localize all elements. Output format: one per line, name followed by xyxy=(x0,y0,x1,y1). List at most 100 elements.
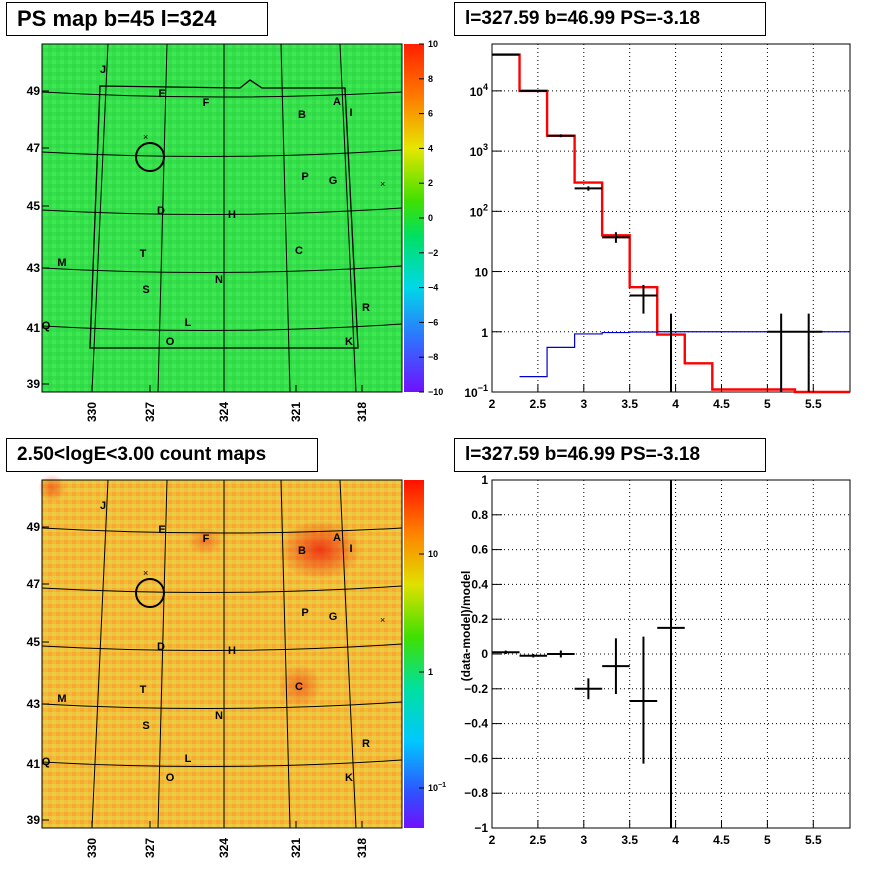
count-map-hotspot-corner xyxy=(38,474,66,502)
x-tick-label: 2.5 xyxy=(530,833,547,847)
count-map-x-ticks: 330 327 324 321 318 xyxy=(85,821,369,858)
count-map-hotspot-f xyxy=(187,527,223,555)
spectrum-data-point xyxy=(574,186,603,191)
x-tick-label: 2.5 xyxy=(530,397,547,411)
y-tick-label: 0.4 xyxy=(471,577,488,591)
source-label-e: E xyxy=(158,88,165,100)
x-tick-label: 5.5 xyxy=(805,397,822,411)
count-map-grid xyxy=(41,479,403,829)
colorbar-tick-label: 8 xyxy=(428,74,433,84)
source-label-t: T xyxy=(140,684,147,696)
source-label-s: S xyxy=(142,720,149,732)
x-tick-label: 3 xyxy=(580,397,587,411)
spectrum-x-ticks: 2 2.5 3 3.5 4 4.5 5 5.5 xyxy=(489,384,822,411)
colorbar-tick-label: −2 xyxy=(428,248,438,258)
source-label-g: G xyxy=(329,175,338,187)
spectrum-data-point xyxy=(767,313,795,392)
x-tick-label: 330 xyxy=(85,838,99,858)
x-tick-label: 327 xyxy=(143,838,157,858)
residual-x-ticks: 2 2.5 3 3.5 4 4.5 5 5.5 xyxy=(489,820,822,847)
y-tick-label: 39 xyxy=(27,813,41,827)
ps-map-marker-x2: × xyxy=(380,179,385,189)
y-tick-label: 49 xyxy=(27,84,41,98)
source-label-n: N xyxy=(215,710,223,722)
residual-data-point xyxy=(574,678,603,700)
colorbar-tick-label: 10−1 xyxy=(428,782,446,793)
y-tick-label: 45 xyxy=(27,635,41,649)
colorbar-tick-label: 6 xyxy=(428,109,433,119)
x-tick-label: 324 xyxy=(217,838,231,858)
source-label-h: H xyxy=(228,645,236,657)
y-tick-label: 45 xyxy=(27,199,41,213)
y-tick-label: 43 xyxy=(27,261,41,275)
x-tick-label: 2 xyxy=(489,397,496,411)
source-label-s: S xyxy=(142,284,149,296)
residual-panel: 2 2.5 3 3.5 4 4.5 5 5.5 1 0.8 0.6 0.4 0.2 0 −0.2 −0.4 −… xyxy=(448,436,896,872)
source-label-b: B xyxy=(298,545,306,557)
colorbar-tick-label: 10 xyxy=(428,39,438,49)
y-tick-label: −0.4 xyxy=(464,717,488,731)
x-tick-label: 4.5 xyxy=(713,397,730,411)
source-label-r: R xyxy=(362,302,370,314)
residual-y-axis-label: (data-model)/model xyxy=(459,571,473,682)
y-tick-label: 1 xyxy=(481,326,488,340)
source-label-p: P xyxy=(301,607,308,619)
source-label-m: M xyxy=(57,257,66,269)
spectrum-title: l=327.59 b=46.99 PS=-3.18 xyxy=(454,2,766,36)
spectrum-data-point xyxy=(629,284,658,314)
spectrum-series xyxy=(492,53,850,394)
x-tick-label: 5 xyxy=(764,397,771,411)
colorbar-tick-label: −8 xyxy=(428,352,438,362)
spectrum-data-point xyxy=(794,313,823,392)
residual-title: l=327.59 b=46.99 PS=-3.18 xyxy=(454,438,766,472)
x-tick-label: 3 xyxy=(580,833,587,847)
residual-svg: 2 2.5 3 3.5 4 4.5 5 5.5 1 0.8 0.6 0.4 0.2 0 −0.2 −0.4 −… xyxy=(459,473,851,847)
source-label-r: R xyxy=(362,738,370,750)
ps-map-colorbar xyxy=(404,44,424,392)
source-label-p: P xyxy=(301,171,308,183)
y-tick-label: 0.6 xyxy=(471,543,488,557)
ps-map-y-ticks: 39 41 43 45 47 49 xyxy=(27,84,49,391)
count-map-source-labels: J E F B AI P G D H M T C S N L R Q O K xyxy=(42,500,370,784)
y-tick-label: 43 xyxy=(27,697,41,711)
x-tick-label: 5.5 xyxy=(805,833,822,847)
y-tick-label: 102 xyxy=(470,202,488,219)
colorbar-tick-label: −10 xyxy=(428,387,443,397)
residual-data-point xyxy=(602,638,630,695)
y-tick-label: −0.6 xyxy=(464,751,488,765)
x-tick-label: 3.5 xyxy=(621,833,638,847)
colorbar-tick-label: −6 xyxy=(428,317,438,327)
source-label-g: G xyxy=(329,611,338,623)
source-label-b: B xyxy=(298,109,306,121)
source-label-l: L xyxy=(185,753,192,765)
x-tick-label: 2 xyxy=(489,833,496,847)
y-tick-label: 104 xyxy=(470,82,488,99)
y-tick-label: 10 xyxy=(475,266,489,280)
source-label-n: N xyxy=(215,274,223,286)
source-label-d: D xyxy=(157,641,165,653)
spectrum-data-point xyxy=(519,89,548,92)
ps-map-colorbar-ticks: 10 8 6 4 2 0 −2 −4 −6 −8 −10 xyxy=(419,39,443,397)
colorbar-tick-label: 4 xyxy=(428,143,433,153)
source-label-j: J xyxy=(100,64,106,76)
colorbar-tick-label: 10 xyxy=(428,549,438,559)
y-tick-label: 10−1 xyxy=(464,383,488,400)
source-label-i: I xyxy=(349,543,352,555)
colorbar-tick-label: 0 xyxy=(428,213,433,223)
y-tick-label: 1 xyxy=(481,473,488,487)
colorbar-tick-label: 2 xyxy=(428,178,433,188)
ps-map-x-ticks: 330 327 324 321 318 xyxy=(85,385,369,422)
y-tick-label: 103 xyxy=(470,142,488,159)
x-tick-label: 321 xyxy=(289,402,303,422)
y-tick-label: 0 xyxy=(481,647,488,661)
x-tick-label: 330 xyxy=(85,402,99,422)
source-label-h: H xyxy=(228,209,236,221)
count-map-title: 2.50<logE<3.00 count maps xyxy=(6,438,318,472)
spectrum-panel: 2 2.5 3 3.5 4 4.5 5 5.5 104 103 102 10 1 10−1 l=327.… xyxy=(448,0,896,436)
ps-map-marker-x: × xyxy=(143,132,148,142)
residual-y-ticks: 1 0.8 0.6 0.4 0.2 0 −0.2 −0.4 −0.6 −0.8 −1 xyxy=(464,473,502,835)
x-tick-label: 4.5 xyxy=(713,833,730,847)
x-tick-label: 327 xyxy=(143,402,157,422)
